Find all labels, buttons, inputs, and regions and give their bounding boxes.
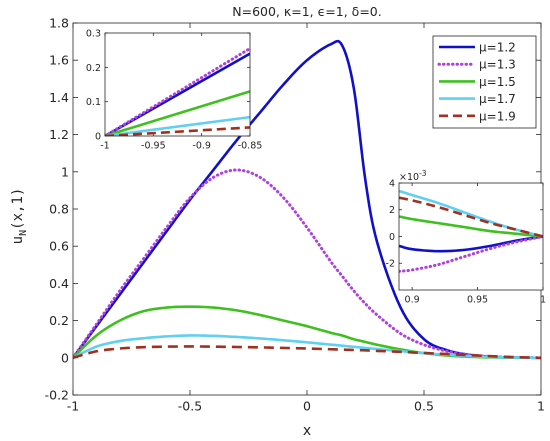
inset-right: 0.9 0.95 1 -2 0 2 4 ×10-3 (386, 169, 547, 306)
inset-right-exponent-label: ×10-3 (399, 169, 427, 183)
inset-left-y-tick-label: 0.2 (86, 63, 101, 74)
inset-right-x-tick-label: 1 (540, 295, 546, 306)
legend-label-5: μ=1.9 (479, 109, 516, 123)
main-y-tick-label: 0.6 (49, 239, 69, 254)
inset-left-axes-frame (104, 32, 251, 137)
inset-left-series-3-line (105, 90, 250, 136)
inset-left-y-tick-label: 0 (95, 131, 101, 142)
main-y-tick-label: 1.8 (49, 16, 69, 31)
inset-left-series-4-line (105, 115, 250, 136)
main-y-tick-label: 0.8 (49, 202, 69, 217)
inset-left-y-tick-label: 0.1 (86, 97, 101, 108)
inset-right-x-tick-label: 0.9 (405, 295, 420, 306)
main-y-tick-label: 0.4 (49, 276, 69, 291)
inset-left-x-tick-label: -0.85 (238, 141, 263, 152)
legend-label-2: μ=1.3 (479, 58, 516, 72)
main-y-tick-label: 1.2 (49, 127, 69, 142)
main-x-tick-label: 0 (303, 399, 311, 414)
main-x-tick-label: -1 (67, 399, 79, 414)
inset-left-x-tick-label: -0.95 (141, 141, 166, 152)
legend-label-1: μ=1.2 (479, 41, 516, 55)
inset-right-y-tick-label: 4 (389, 178, 395, 189)
legend-label-4: μ=1.7 (479, 92, 516, 106)
inset-left-x-tick-label: -1 (100, 141, 109, 152)
inset-right-series-4-line (399, 189, 543, 238)
main-y-tick-label: 0.2 (49, 313, 69, 328)
main-series-4-line (73, 334, 541, 360)
inset-right-series-3-line (399, 215, 543, 238)
main-x-tick-label: 1 (537, 399, 545, 414)
main-x-tick-label: 0.5 (414, 399, 434, 414)
inset-right-y-tick-label: 0 (389, 232, 395, 243)
main-x-tick-label: -0.5 (178, 399, 202, 414)
main-series-5-line (73, 345, 541, 360)
main-y-tick-label: 0 (61, 350, 69, 365)
chart-title: N=600, κ=1, ϵ=1, δ=0. (232, 4, 381, 19)
inset-left-background (105, 33, 250, 136)
main-y-tick-label: 1.4 (49, 90, 69, 105)
inset-right-background (399, 183, 543, 290)
inset-right-y-tick-label: -2 (386, 259, 395, 270)
main-y-tick-label: 1.6 (49, 53, 69, 68)
main-series-2-line (73, 168, 541, 360)
inset-left-series-5-line (105, 126, 250, 136)
inset-right-y-tick-label: 2 (389, 205, 395, 216)
inset-right-series-2-line (399, 235, 543, 273)
inset-left-y-tick-label: 0.3 (86, 28, 101, 39)
inset-left: -1 -0.95 -0.9 -0.85 0 0.1 0.2 0.3 (86, 28, 262, 151)
inset-right-x-tick-label: 0.95 (467, 295, 488, 306)
legend: μ=1.2 μ=1.3 μ=1.5 μ=1.7 μ=1.9 (432, 35, 537, 129)
y-axis-label: uN(x,1) (10, 188, 29, 245)
inset-left-series-2-line (105, 46, 250, 136)
inset-right-axes-frame (398, 182, 544, 291)
x-axis-label: x (303, 423, 311, 439)
inset-left-x-tick-label: -0.9 (192, 141, 211, 152)
main-y-tick-label: 1 (61, 164, 69, 179)
main-y-tick-label: -0.2 (45, 388, 69, 403)
legend-label-3: μ=1.5 (479, 75, 516, 89)
